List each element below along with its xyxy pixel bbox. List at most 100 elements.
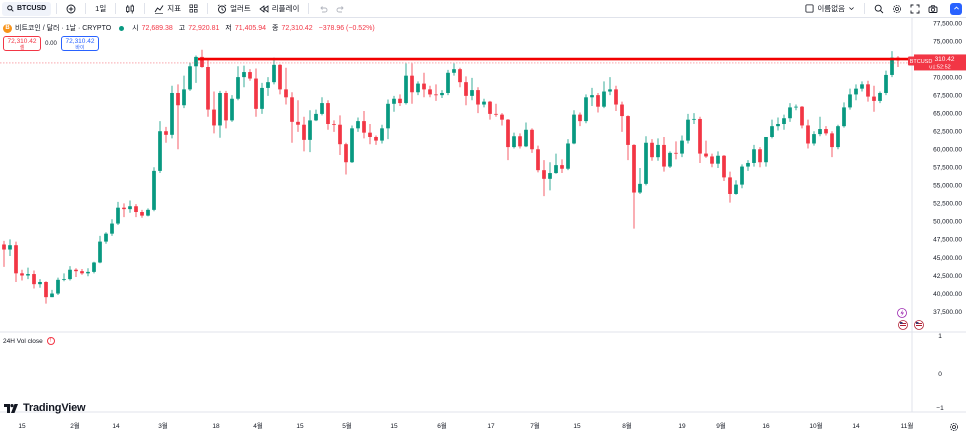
indicators-label: 지표 [167,4,182,13]
candle [332,120,336,132]
candle-body [212,109,216,126]
candle-body [548,173,552,179]
candle [830,131,834,158]
warning-icon[interactable]: ! [46,337,55,345]
candle-body [272,64,276,83]
candle [686,113,690,144]
snapshot-button[interactable] [924,2,942,16]
templates-button[interactable] [185,2,202,16]
chart-type-button[interactable] [121,2,139,16]
fullscreen-button[interactable] [906,2,924,16]
alert-button[interactable]: 얼러트 [213,2,255,16]
fullscreen-icon [910,4,920,13]
candle-body [440,92,444,96]
candle [254,68,258,117]
time-tick-label: 11월 [901,421,914,430]
candle-body [860,84,864,89]
candle [752,144,756,167]
candle-body [296,121,300,125]
candle [842,102,846,128]
candle-body [572,114,576,144]
candle-body [710,156,714,164]
bitcoin-logo-icon: B [3,23,12,33]
candle-body [14,245,18,274]
candle-body [62,279,66,280]
candle-body [170,92,174,135]
candle [536,145,540,173]
indicator-tick-label: 0 [938,371,942,378]
candle [326,100,330,130]
compare-button[interactable] [62,2,80,16]
candle [872,85,876,112]
candle [488,100,492,120]
candle-body [830,133,834,148]
tradingview-logo[interactable]: TradingView [4,402,86,414]
interval-button[interactable]: 1일 [91,2,110,16]
publish-button[interactable] [950,2,962,15]
low-label: 저 [225,25,232,32]
candle-body [320,103,324,114]
replay-button[interactable]: 리플레이 [255,2,304,16]
candle [248,69,252,81]
time-tick-label: 15 [296,423,304,430]
candle [8,239,12,257]
sell-label: 셀 [19,45,25,51]
flag-canton [916,322,919,324]
sell-button[interactable]: 72,310.42 셀 [3,36,41,51]
candle [596,92,600,113]
candle [170,85,174,139]
layout-button[interactable]: 이름없음 [801,2,859,16]
candle [512,132,516,149]
candle [2,240,6,267]
candle [290,92,294,143]
candle [116,201,120,225]
settings-button[interactable] [888,2,906,16]
candle-body [596,95,600,107]
candle-body [680,140,684,154]
candle-body [776,124,780,127]
candle [398,94,402,106]
candle-body [692,118,696,120]
candle [458,67,462,88]
candle [182,75,186,109]
price-tick-label: 52,500.00 [933,201,962,208]
price-tick-label: 55,000.00 [933,183,962,190]
indicators-button[interactable]: 지표 [150,2,185,16]
candle [278,64,282,95]
indicator-legend[interactable]: 24H Vol close ! [3,337,55,345]
candle [602,81,606,109]
candle [80,269,84,275]
candle [356,117,360,132]
rewind-icon [259,4,269,13]
candle [728,171,732,203]
candle [74,268,78,277]
candle-body [308,120,312,140]
price-chart[interactable]: 77,500.0075,000.0072,500.0070,000.0067,5… [0,18,966,435]
candle [650,139,654,161]
candle [44,281,48,304]
symbol-search-button[interactable]: BTCUSD [2,1,52,16]
square-icon [805,4,814,13]
candle-body [806,125,810,144]
candle [758,147,762,168]
candle-body [56,279,60,294]
redo-button[interactable] [332,2,350,16]
candle [152,167,156,212]
candle [86,268,90,277]
candle [404,63,408,105]
buy-button[interactable]: 72,310.42 바이 [61,36,99,51]
candle [794,104,798,111]
candle [644,136,648,186]
candle [296,100,300,132]
candle-body [44,281,48,298]
undo-button[interactable] [314,2,332,16]
candle-body [800,106,804,126]
candle-body [164,131,168,135]
candle [284,67,288,105]
quick-search-button[interactable] [870,2,888,16]
candle-body [506,119,510,148]
candle [470,77,474,101]
time-tick-label: 14 [112,423,120,430]
time-axis-settings-button[interactable] [949,419,959,435]
